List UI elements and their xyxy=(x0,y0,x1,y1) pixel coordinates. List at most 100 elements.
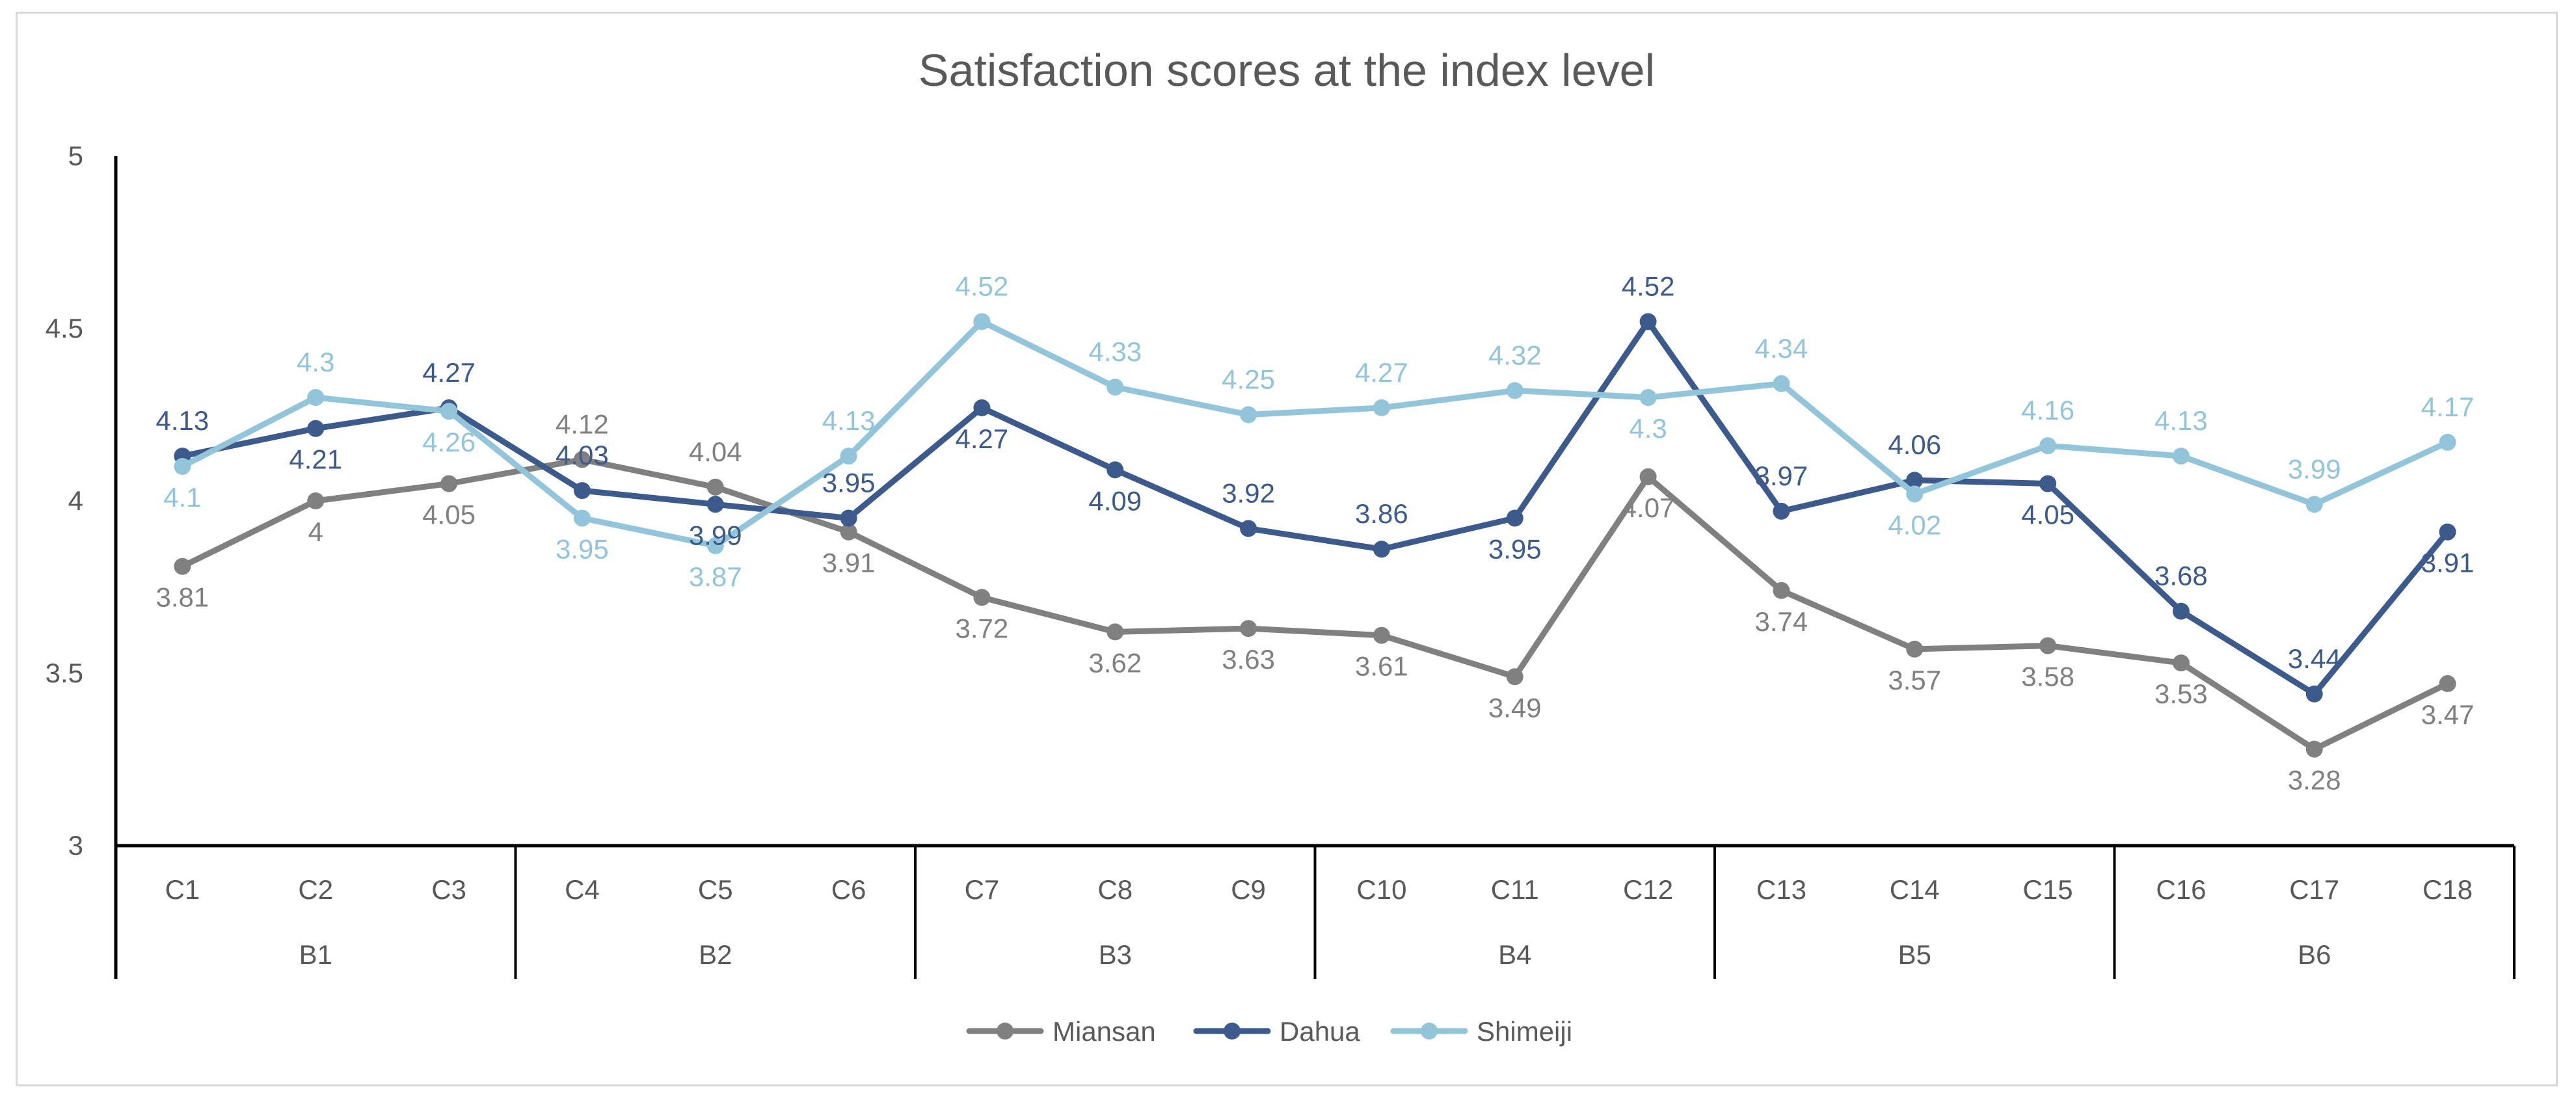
data-label: 4.17 xyxy=(2421,392,2475,422)
group-label: B5 xyxy=(1898,939,1931,970)
data-label: 3.58 xyxy=(2021,662,2074,692)
x-tick-label: C6 xyxy=(831,874,866,905)
data-point xyxy=(573,482,591,500)
data-point xyxy=(2305,740,2323,758)
data-label: 3.81 xyxy=(156,582,209,613)
data-label: 4.13 xyxy=(822,405,876,436)
data-label: 4.27 xyxy=(1355,357,1408,388)
data-point xyxy=(1639,468,1657,485)
data-label: 4.27 xyxy=(422,357,476,388)
data-label: 4.25 xyxy=(1222,364,1275,395)
data-label: 3.53 xyxy=(2154,678,2208,709)
data-point xyxy=(1107,461,1124,479)
data-label: 3.91 xyxy=(2421,548,2475,578)
data-point xyxy=(573,509,591,527)
x-tick-label: C5 xyxy=(698,874,733,905)
data-point xyxy=(1773,375,1790,392)
data-point xyxy=(2172,448,2190,465)
data-label: 4.27 xyxy=(956,423,1009,454)
legend-marker xyxy=(997,1023,1013,1040)
y-tick-label: 3.5 xyxy=(46,658,83,688)
data-label: 4.52 xyxy=(956,271,1009,301)
data-label: 4.26 xyxy=(422,427,476,457)
data-point xyxy=(307,420,325,437)
data-label: 4.04 xyxy=(689,436,742,467)
data-point xyxy=(1240,520,1257,537)
data-label: 4.3 xyxy=(297,347,334,377)
data-point xyxy=(1373,541,1390,558)
data-point xyxy=(307,389,325,406)
data-point xyxy=(1506,382,1523,399)
data-point xyxy=(2439,675,2456,692)
data-label: 4.3 xyxy=(1629,413,1667,444)
data-point xyxy=(1373,626,1390,644)
x-tick-label: C8 xyxy=(1097,874,1133,905)
x-tick-label: C4 xyxy=(565,874,600,905)
data-point xyxy=(1240,620,1257,637)
data-point xyxy=(706,537,724,554)
legend-label: Shimeiji xyxy=(1477,1016,1572,1047)
data-point xyxy=(2172,602,2190,620)
legend: Miansan Dahua Shimeiji xyxy=(966,1016,1572,1047)
data-point xyxy=(2439,523,2456,541)
data-label: 3.87 xyxy=(689,561,742,592)
data-point xyxy=(2439,433,2456,451)
data-label: 4.13 xyxy=(2154,405,2208,436)
group-label: B2 xyxy=(699,939,732,970)
data-point xyxy=(840,523,857,541)
group-label: B4 xyxy=(1498,939,1531,970)
data-label: 4.52 xyxy=(1622,271,1675,301)
data-label: 3.86 xyxy=(1355,498,1408,529)
y-axis-ticks: 3 3.5 4 4.5 5 xyxy=(46,141,83,861)
data-label: 3.61 xyxy=(1355,651,1408,682)
data-point xyxy=(174,458,191,475)
data-label: 4.09 xyxy=(1088,485,1142,516)
x-tick-label: C12 xyxy=(1623,874,1673,905)
data-label: 3.44 xyxy=(2288,643,2341,674)
data-label: 4.02 xyxy=(1888,509,1941,540)
data-label: 4.1 xyxy=(163,482,201,513)
data-point xyxy=(973,399,991,416)
data-label: 3.99 xyxy=(689,520,742,550)
y-tick-label: 4 xyxy=(68,485,83,516)
data-point xyxy=(573,451,591,468)
data-point xyxy=(1639,389,1657,406)
data-point xyxy=(1506,668,1523,686)
data-point xyxy=(1906,640,1924,658)
data-point xyxy=(1773,582,1790,599)
data-label: 4.21 xyxy=(289,444,342,475)
data-label: 4.33 xyxy=(1088,336,1142,367)
data-labels: 4.13 4.1 3.81 4.3 4.21 4 4.27 4.26 4.05 4.124.03 3… xyxy=(156,271,2475,795)
legend-label: Dahua xyxy=(1280,1016,1360,1047)
data-label: 3.47 xyxy=(2421,699,2475,730)
group-label: B1 xyxy=(299,939,332,970)
data-label: 4.16 xyxy=(2021,395,2074,425)
data-point xyxy=(174,557,191,575)
data-point xyxy=(1506,509,1523,527)
data-point xyxy=(973,589,991,606)
data-point xyxy=(840,509,857,527)
data-label: 4.05 xyxy=(2021,500,2074,530)
x-tick-label: C14 xyxy=(1890,874,1940,905)
data-label: 3.63 xyxy=(1222,644,1275,675)
data-point xyxy=(2172,654,2190,672)
data-label: 4.03 xyxy=(556,440,609,470)
data-point xyxy=(1639,313,1657,330)
data-label: 4.05 xyxy=(422,500,476,530)
y-tick-label: 4.5 xyxy=(46,313,83,343)
data-label: 4 xyxy=(308,516,323,547)
data-point xyxy=(2039,437,2057,455)
data-point xyxy=(440,403,458,420)
data-point xyxy=(2039,475,2057,492)
x-tick-label: C7 xyxy=(965,874,1000,905)
data-label: 3.74 xyxy=(1755,606,1808,637)
data-label: 3.49 xyxy=(1488,692,1542,723)
data-label: 4.12 xyxy=(556,409,609,439)
data-label: 4.34 xyxy=(1755,333,1808,364)
data-point xyxy=(1773,502,1790,520)
chart-title: Satisfaction scores at the index level xyxy=(919,45,1655,96)
axes xyxy=(114,156,2516,979)
data-label: 3.95 xyxy=(1488,534,1542,565)
data-point xyxy=(840,448,857,465)
